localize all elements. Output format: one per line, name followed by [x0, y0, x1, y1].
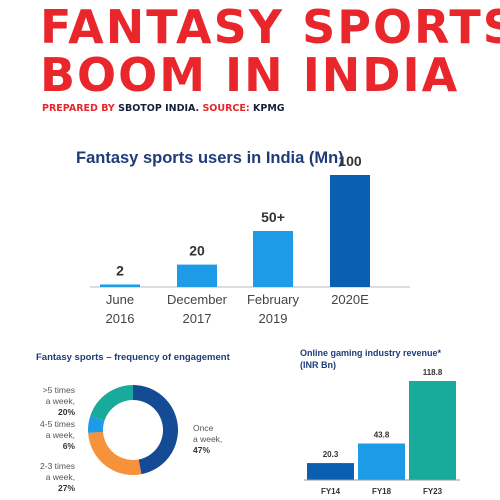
users-data-label: 50+	[261, 209, 285, 225]
revenue-chart-title: (INR Bn)	[300, 360, 336, 370]
revenue-tick-label: FY18	[372, 487, 392, 496]
engagement-slice	[90, 385, 133, 421]
users-data-label: 100	[338, 153, 362, 169]
prepared-by-name: SBOTOP INDIA.	[118, 103, 200, 114]
users-bar	[177, 264, 217, 287]
revenue-bar	[358, 443, 405, 480]
users-chart-title: Fantasy sports users in India (Mn)	[76, 149, 344, 167]
source-name: KPMG	[253, 103, 285, 114]
revenue-chart-title: Online gaming industry revenue*	[300, 348, 442, 358]
engagement-slice	[88, 431, 142, 475]
users-bar	[253, 231, 293, 287]
users-bar	[100, 284, 140, 287]
users-tick-label: 2016	[106, 311, 135, 326]
users-data-label: 2	[116, 263, 124, 279]
engagement-slice-label: a week,	[193, 434, 222, 444]
engagement-slice	[133, 385, 179, 475]
engagement-slice-label: Once	[193, 423, 214, 433]
engagement-slice-pct: 20%	[58, 407, 75, 417]
source-label: SOURCE:	[202, 103, 250, 114]
engagement-slice-pct: 6%	[63, 441, 76, 451]
engagement-slice-pct: 47%	[193, 445, 210, 455]
users-tick-label: 2017	[183, 311, 212, 326]
users-data-label: 20	[189, 243, 205, 259]
revenue-bar	[409, 381, 456, 480]
users-tick-label: 2019	[259, 311, 288, 326]
engagement-slice-label: a week,	[46, 430, 75, 440]
users-tick-label: February	[247, 292, 300, 307]
engagement-slice-label: a week,	[46, 396, 75, 406]
revenue-tick-label: FY23	[423, 487, 443, 496]
users-bar	[330, 175, 370, 287]
prepared-by-line: PREPARED BY SBOTOP INDIA. SOURCE: KPMG	[42, 103, 285, 114]
engagement-slice-label: 2-3 times	[40, 461, 75, 471]
users-tick-label: June	[106, 292, 134, 307]
engagement-slice-label: 4-5 times	[40, 419, 75, 429]
engagement-slice-label: >5 times	[43, 385, 75, 395]
revenue-bar	[307, 463, 354, 480]
title-line-1: FANTASY SPORTS	[40, 0, 500, 54]
engagement-slice-label: a week,	[46, 472, 75, 482]
revenue-data-label: 118.8	[423, 368, 443, 377]
users-tick-label: December	[167, 292, 228, 307]
prepared-by-label: PREPARED BY	[42, 103, 115, 114]
revenue-tick-label: FY14	[321, 487, 341, 496]
engagement-slice	[88, 416, 105, 433]
revenue-data-label: 20.3	[323, 450, 339, 459]
title-line-2: BOOM IN INDIA	[40, 48, 460, 102]
users-tick-label: 2020E	[331, 292, 369, 307]
revenue-data-label: 43.8	[374, 431, 390, 440]
engagement-chart-title: Fantasy sports – frequency of engagement	[36, 352, 231, 363]
engagement-slice-pct: 27%	[58, 483, 75, 493]
